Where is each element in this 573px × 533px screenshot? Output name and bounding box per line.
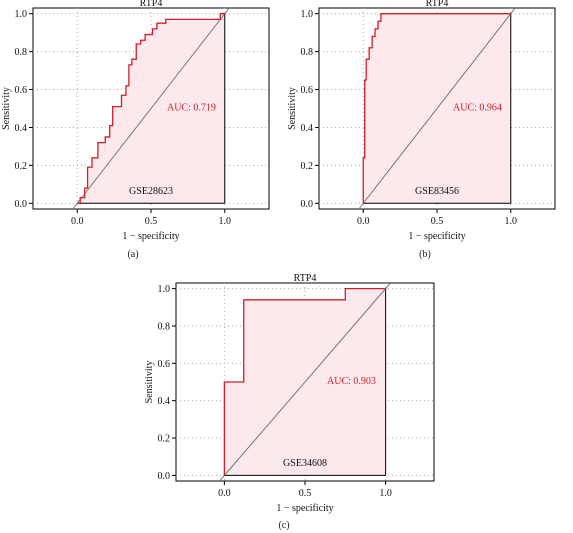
roc-panel-1: 0.0 0.5 1.0 0.0 0.2 0.4 0.6 0.8 1.0 RTP4 1 − speci…	[287, 0, 556, 260]
y-tick-label: 0.2	[15, 161, 28, 172]
y-tick-label: 0.4	[158, 396, 171, 407]
roc-panel-2: 0.0 0.5 1.0 0.0 0.2 0.4 0.6 0.8 1.0 RTP4 1 − speci…	[144, 273, 435, 531]
x-tick-label: 0.0	[71, 216, 84, 227]
y-tick-label: 0.8	[15, 47, 28, 58]
x-tick-label: 0.0	[357, 216, 370, 227]
roc-curve	[77, 13, 225, 204]
x-tick-label: 1.0	[505, 216, 518, 227]
auc-annotation: AUC: 0.903	[327, 376, 376, 387]
auc-annotation: AUC: 0.719	[167, 102, 216, 113]
dataset-label: GSE83456	[415, 186, 459, 197]
y-tick-label: 0.8	[301, 47, 314, 58]
panel-label: (c)	[278, 520, 289, 531]
roc-curve	[362, 13, 511, 204]
x-tick-label: 0.5	[299, 488, 312, 499]
chart-title: RTP4	[140, 0, 163, 9]
chart-title: RTP4	[426, 0, 449, 9]
y-tick-label: 0.2	[158, 434, 171, 445]
roc-panel-0: 0.0 0.5 1.0 0.0 0.2 0.4 0.6 0.8 1.0 RTP4 1 − speci…	[1, 0, 270, 260]
roc-curve	[223, 287, 386, 476]
x-axis-label: 1 − specificity	[408, 231, 465, 242]
x-axis-label: 1 − specificity	[276, 503, 333, 514]
diagonal-reference-line	[358, 7, 516, 210]
y-tick-label: 0.0	[301, 199, 314, 210]
x-tick-label: 0.5	[145, 216, 158, 227]
y-tick-label: 0.4	[15, 123, 28, 134]
y-tick-label: 0.4	[301, 123, 314, 134]
y-axis-label: Sensitivity	[144, 361, 155, 404]
panel-label: (a)	[127, 249, 138, 260]
y-tick-label: 0.6	[158, 359, 171, 370]
y-axis-label: Sensitivity	[1, 87, 12, 130]
x-tick-label: 1.0	[379, 488, 392, 499]
y-tick-label: 1.0	[158, 284, 171, 295]
y-tick-label: 0.6	[301, 85, 314, 96]
y-tick-label: 0.6	[15, 85, 28, 96]
auc-annotation: AUC: 0.964	[453, 102, 502, 113]
chart-title: RTP4	[294, 273, 317, 284]
panel-label: (b)	[419, 249, 431, 260]
diagonal-reference-line	[219, 282, 391, 482]
x-tick-label: 0.0	[218, 488, 231, 499]
diagonal-reference-line	[72, 7, 230, 210]
y-axis-label: Sensitivity	[287, 87, 298, 130]
x-tick-label: 1.0	[219, 216, 232, 227]
x-tick-label: 0.5	[431, 216, 444, 227]
y-tick-label: 1.0	[301, 9, 314, 20]
dataset-label: GSE28623	[129, 186, 173, 197]
y-tick-label: 0.2	[301, 161, 314, 172]
dataset-label: GSE34608	[283, 458, 327, 469]
y-tick-label: 0.0	[158, 471, 171, 482]
y-tick-label: 1.0	[15, 9, 28, 20]
y-tick-label: 0.0	[15, 199, 28, 210]
x-axis-label: 1 − specificity	[122, 231, 179, 242]
y-tick-label: 0.8	[158, 321, 171, 332]
